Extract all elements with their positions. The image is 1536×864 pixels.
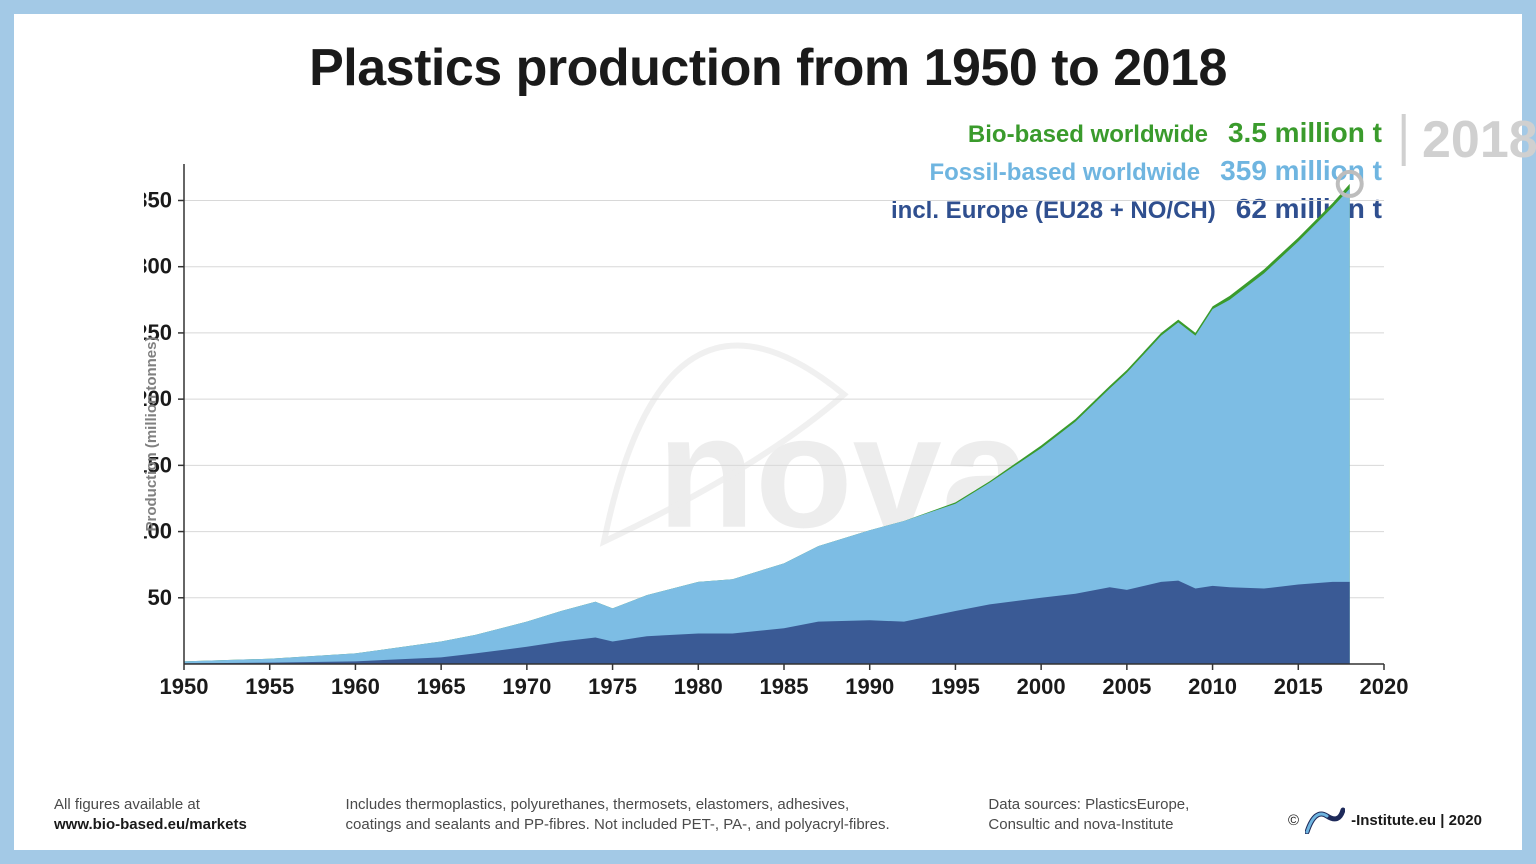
x-tick-label: 1960 <box>331 674 380 699</box>
page-frame: Plastics production from 1950 to 2018 20… <box>0 0 1536 864</box>
x-tick-label: 2010 <box>1188 674 1237 699</box>
copyright-symbol: © <box>1288 812 1299 829</box>
x-tick-label: 1970 <box>502 674 551 699</box>
footer-col-1: All figures available at www.bio-based.e… <box>54 795 247 834</box>
footer: All figures available at www.bio-based.e… <box>54 795 1482 834</box>
y-tick-label: 50 <box>148 585 172 610</box>
credit-text: -Institute.eu | 2020 <box>1351 812 1482 829</box>
footer-url: www.bio-based.eu/markets <box>54 815 247 835</box>
x-tick-label: 2020 <box>1360 674 1409 699</box>
legend-bio-value: 3.5 million t <box>1228 117 1382 148</box>
x-tick-label: 1985 <box>760 674 809 699</box>
x-tick-label: 1975 <box>588 674 637 699</box>
x-tick-label: 1995 <box>931 674 980 699</box>
legend-bio-label: Bio-based worldwide <box>968 121 1208 148</box>
footer-includes-line2: coatings and sealants and PP-fibres. Not… <box>346 815 890 835</box>
footer-col-3: Data sources: PlasticsEurope, Consultic … <box>988 795 1189 834</box>
x-tick-label: 1980 <box>674 674 723 699</box>
y-tick-label: 300 <box>144 254 172 279</box>
footer-sources-line1: Data sources: PlasticsEurope, <box>988 795 1189 815</box>
y-tick-label: 350 <box>144 187 172 212</box>
chart-area: Production (million tonnes) nova50100150… <box>144 154 1424 714</box>
x-tick-label: 2015 <box>1274 674 1323 699</box>
chart-title: Plastics production from 1950 to 2018 <box>14 38 1522 98</box>
x-tick-label: 1965 <box>417 674 466 699</box>
nova-logo-icon <box>1305 806 1345 834</box>
y-axis-title: Production (million tonnes) <box>143 337 160 532</box>
x-tick-label: 1990 <box>845 674 894 699</box>
footer-sources-line2: Consultic and nova-Institute <box>988 815 1189 835</box>
x-tick-label: 2005 <box>1102 674 1151 699</box>
x-tick-label: 1955 <box>245 674 294 699</box>
credit: © -Institute.eu | 2020 <box>1288 806 1482 834</box>
x-tick-label: 2000 <box>1017 674 1066 699</box>
x-tick-label: 1950 <box>160 674 209 699</box>
footer-availability-text: All figures available at <box>54 795 247 815</box>
footer-col-2: Includes thermoplastics, polyurethanes, … <box>346 795 890 834</box>
footer-includes-line1: Includes thermoplastics, polyurethanes, … <box>346 795 890 815</box>
legend-bio: Bio-based worldwide 3.5 million t <box>891 114 1382 152</box>
chart-svg: nova501001502002503003501950195519601965… <box>144 154 1424 714</box>
